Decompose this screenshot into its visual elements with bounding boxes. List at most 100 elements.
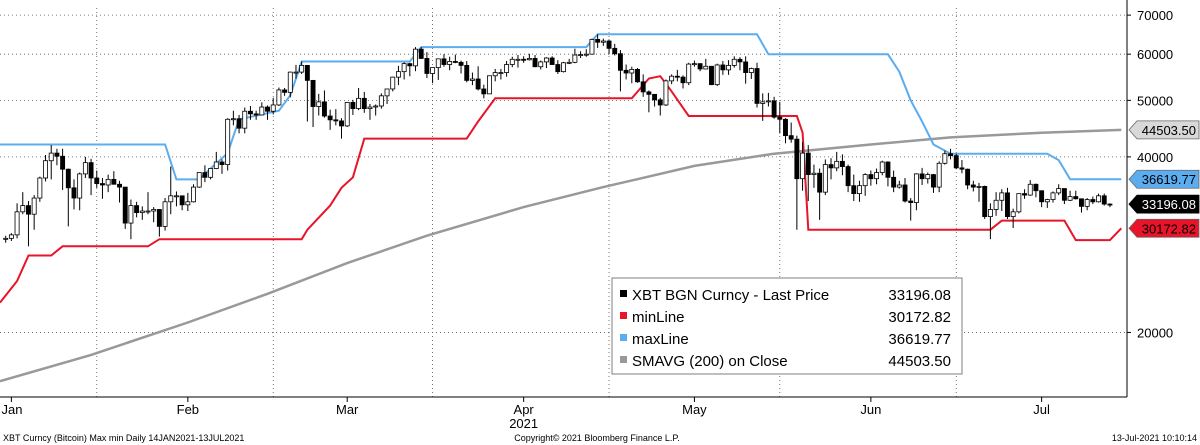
candle-body-up <box>578 54 584 57</box>
candle-body-down <box>794 138 800 180</box>
candle-body-down <box>532 58 538 68</box>
candle <box>43 154 48 182</box>
candle <box>1084 198 1090 211</box>
candle <box>953 153 959 170</box>
candle <box>549 56 555 65</box>
candle-body-up <box>811 172 817 175</box>
candle-body-down <box>179 195 185 206</box>
candle-body-up <box>1084 199 1090 207</box>
candle <box>236 114 242 134</box>
candle-body-up <box>800 152 806 180</box>
candle <box>492 68 498 82</box>
candle-body-down <box>617 53 623 71</box>
candle <box>304 64 310 122</box>
candle-body-up <box>435 58 441 69</box>
footer-timestamp: 13-Jul-2021 10:10:14 <box>1112 433 1197 443</box>
candle-body-up <box>669 75 675 82</box>
candle-body-down <box>418 48 424 59</box>
candle <box>293 64 299 79</box>
candle <box>8 233 14 241</box>
candle-body-up <box>293 71 299 74</box>
candle-body-down <box>202 172 208 178</box>
candle <box>1067 190 1073 202</box>
candle-body-down <box>111 178 117 185</box>
price-tag-label: 33196.08 <box>1142 197 1196 212</box>
candle-body-down <box>88 162 94 179</box>
candle <box>640 74 646 97</box>
x-tick-label: Apr <box>514 402 535 417</box>
price-tag-label: 30172.82 <box>1142 221 1196 236</box>
candle <box>185 192 191 212</box>
candle <box>128 199 134 240</box>
candle <box>515 55 521 68</box>
candle-body-down <box>982 185 988 217</box>
candle <box>572 48 578 64</box>
min-series <box>0 75 1123 304</box>
candle-body-up <box>37 177 43 199</box>
candle <box>481 84 487 99</box>
candle-body-down <box>555 64 561 73</box>
candle <box>202 165 208 183</box>
candle-body-down <box>350 101 356 109</box>
footer: XBT Curncy (Bitcoin) Max min Daily 14JAN… <box>3 433 1197 443</box>
candle-body-up <box>760 101 766 104</box>
candle-body-down <box>845 166 851 187</box>
candle-body-down <box>805 152 811 175</box>
candle <box>390 76 396 92</box>
candle-body-up <box>600 40 606 43</box>
candle <box>771 96 777 119</box>
candle-body-up <box>504 64 510 73</box>
candle <box>208 168 214 180</box>
candle-body-down <box>1039 190 1045 203</box>
candle-body-down <box>475 78 481 90</box>
candle <box>737 57 743 71</box>
candle <box>1107 203 1113 208</box>
candle <box>475 66 481 91</box>
candle <box>811 164 817 188</box>
candle <box>1079 198 1084 213</box>
candle-body-up <box>191 186 196 203</box>
candle <box>623 64 629 80</box>
candle-body-up <box>43 160 48 179</box>
candle <box>931 173 936 193</box>
candle <box>874 168 880 185</box>
y-tick-label: 70000 <box>1137 8 1173 23</box>
candle-body-up <box>663 80 669 106</box>
candle-body-up <box>242 110 248 129</box>
candle-body-down <box>839 160 845 167</box>
candle-body-up <box>1027 183 1033 196</box>
candle <box>373 104 379 116</box>
price-tag: 44503.50 <box>1128 120 1200 140</box>
candle <box>948 148 953 160</box>
candle <box>657 97 663 116</box>
candle-body-up <box>168 195 174 203</box>
candle <box>230 110 236 126</box>
candle-body-up <box>538 61 544 68</box>
candle-body-up <box>373 105 379 108</box>
candle-body-down <box>100 183 105 186</box>
candle-body-down <box>606 40 612 49</box>
candle-body-up <box>208 168 214 178</box>
candle-body-up <box>344 101 350 127</box>
candle <box>965 168 971 190</box>
x-tick-label: Jun <box>860 402 881 417</box>
candle-body-up <box>213 161 219 169</box>
candle-body-up <box>185 201 191 206</box>
candle-body-down <box>595 39 601 43</box>
candle <box>452 54 458 64</box>
candle <box>276 87 282 106</box>
candle-body-up <box>196 172 202 188</box>
candle-body-up <box>162 201 168 227</box>
candle-body-down <box>783 118 788 137</box>
candle <box>743 56 749 84</box>
candle-body-up <box>509 58 515 65</box>
candle-body-up <box>999 192 1005 201</box>
candle <box>913 173 919 211</box>
candle-body-up <box>378 95 384 107</box>
candle <box>282 88 288 96</box>
candle-body-down <box>737 58 743 63</box>
candle <box>959 160 965 174</box>
candle <box>435 58 441 80</box>
x-tick-label: Jan <box>2 402 23 417</box>
candle-body-up <box>299 64 305 73</box>
